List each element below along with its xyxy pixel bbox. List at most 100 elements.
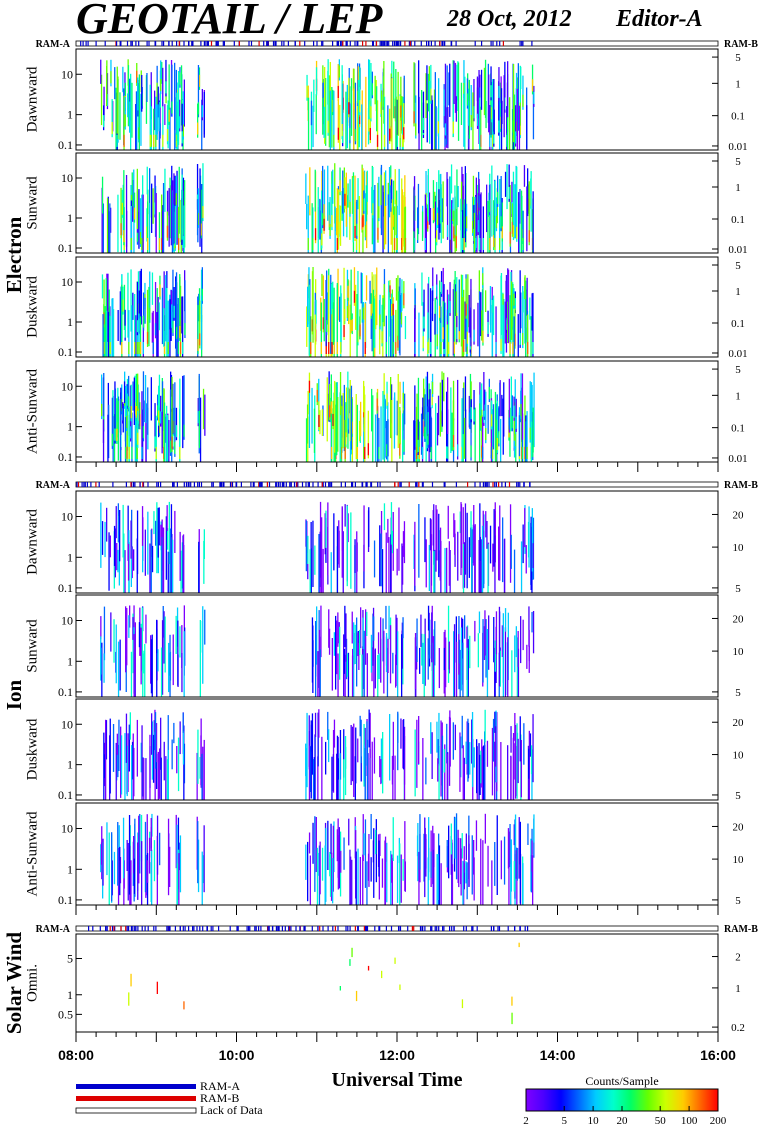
flux-stripe xyxy=(367,853,370,881)
flux-core xyxy=(155,134,157,147)
flux-stripe xyxy=(157,507,159,558)
flux-stripe xyxy=(348,77,350,118)
ram-mark xyxy=(130,482,132,487)
flux-stripe xyxy=(134,818,136,897)
flux-stripe xyxy=(480,292,482,337)
ram-mark xyxy=(386,41,388,46)
ram-mark xyxy=(408,482,410,487)
flux-stripe xyxy=(124,309,126,341)
flux-stripe xyxy=(374,75,376,105)
flux-core xyxy=(337,127,339,140)
flux-core xyxy=(520,404,522,417)
flux-stripe xyxy=(107,196,109,253)
flux-core xyxy=(463,82,465,95)
flux-stripe xyxy=(385,532,387,593)
flux-stripe xyxy=(396,617,398,666)
flux-stripe xyxy=(114,381,116,444)
flux-stripe xyxy=(507,269,510,344)
ram-mark xyxy=(120,41,122,46)
ram-mark xyxy=(400,41,402,46)
flux-stripe xyxy=(330,374,332,417)
flux-stripe xyxy=(378,417,380,462)
flux-core xyxy=(463,340,465,352)
flux-stripe xyxy=(371,186,373,214)
flux-core xyxy=(330,401,332,414)
ram-mark xyxy=(378,926,380,931)
flux-stripe xyxy=(501,202,503,242)
ram-mark xyxy=(519,482,521,487)
panel-y-label: Dawnward xyxy=(24,66,40,132)
flux-stripe xyxy=(138,290,140,334)
flux-stripe xyxy=(400,293,403,328)
flux-stripe xyxy=(165,59,167,97)
ram-mark xyxy=(349,926,351,931)
flux-stripe xyxy=(486,629,489,697)
flux-stripe xyxy=(494,535,496,593)
flux-stripe xyxy=(514,635,516,673)
flux-stripe xyxy=(322,548,324,593)
flux-stripe xyxy=(490,66,492,101)
flux-stripe xyxy=(362,617,364,649)
flux-stripe xyxy=(200,295,203,350)
flux-stripe xyxy=(111,298,113,357)
flux-stripe xyxy=(166,505,168,531)
flux-stripe xyxy=(416,618,418,662)
flux-stripe xyxy=(149,84,151,150)
group-label: Solar Wind xyxy=(2,932,26,1034)
ram-mark xyxy=(507,926,509,931)
flux-stripe xyxy=(179,531,181,581)
flux-stripe xyxy=(427,857,429,905)
flux-stripe xyxy=(526,105,528,150)
ram-mark xyxy=(441,41,443,46)
flux-stripe xyxy=(474,407,476,462)
flux-stripe xyxy=(503,75,505,138)
ram-mark xyxy=(382,41,384,46)
flux-core xyxy=(478,195,480,208)
flux-stripe xyxy=(373,649,375,697)
ram-mark xyxy=(293,482,296,487)
flux-stripe xyxy=(467,274,469,328)
ram-mark xyxy=(488,482,490,487)
ram-mark xyxy=(219,482,221,487)
flux-core xyxy=(333,342,335,354)
right-tick-label: 0.01 xyxy=(728,453,747,465)
flux-core xyxy=(423,316,425,329)
flux-stripe xyxy=(436,854,438,905)
flux-stripe xyxy=(334,163,336,224)
flux-stripe xyxy=(353,622,355,697)
flux-stripe xyxy=(425,203,427,253)
flux-stripe xyxy=(356,294,358,357)
flux-stripe xyxy=(500,840,502,880)
flux-core xyxy=(484,404,486,417)
flux-stripe xyxy=(174,205,176,247)
flux-stripe xyxy=(162,183,165,253)
flux-stripe xyxy=(102,314,104,357)
flux-stripe xyxy=(160,717,162,770)
flux-core xyxy=(417,439,419,452)
flux-stripe xyxy=(447,605,450,683)
flux-stripe xyxy=(462,642,464,697)
flux-stripe xyxy=(500,742,502,800)
flux-stripe xyxy=(172,634,174,686)
ram-mark xyxy=(138,41,140,46)
flux-core xyxy=(198,74,201,87)
ram-mark xyxy=(246,926,248,931)
flux-stripe xyxy=(117,744,119,778)
ram-mark xyxy=(114,926,116,931)
flux-stripe xyxy=(137,842,139,900)
flux-stripe xyxy=(118,719,120,771)
ram-mark xyxy=(272,926,274,931)
flux-stripe xyxy=(117,400,119,461)
flux-stripe xyxy=(522,524,524,564)
flux-stripe xyxy=(150,818,152,849)
flux-core xyxy=(450,238,452,250)
flux-stripe xyxy=(155,415,157,462)
flux-stripe xyxy=(119,510,121,562)
flux-stripe xyxy=(517,63,519,131)
flux-stripe xyxy=(155,96,157,150)
flux-stripe xyxy=(476,739,478,794)
flux-stripe xyxy=(460,627,463,691)
flux-core xyxy=(504,97,506,110)
ram-mark xyxy=(258,482,260,487)
flux-stripe xyxy=(157,297,159,357)
